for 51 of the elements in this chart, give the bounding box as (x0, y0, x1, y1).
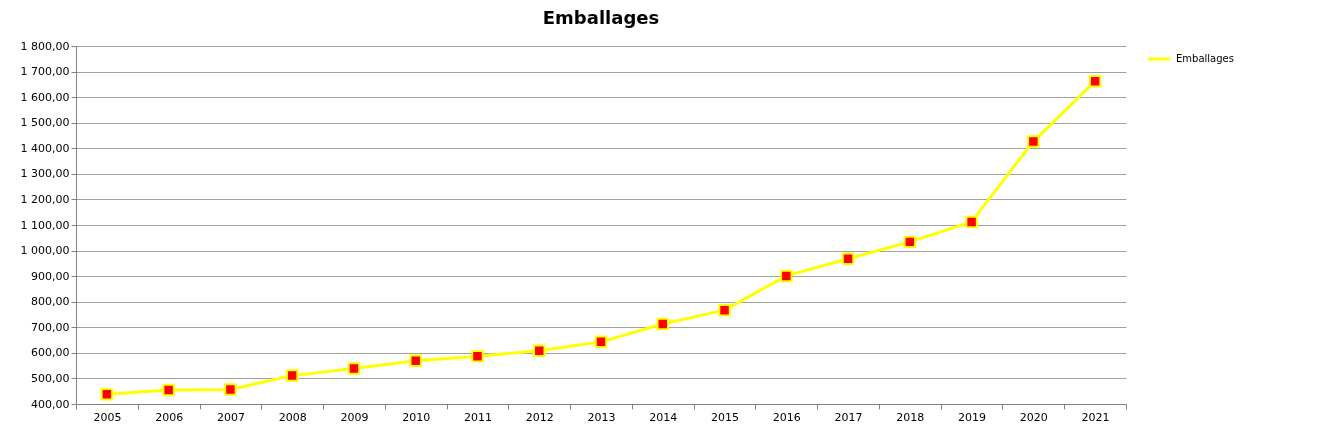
x-tick-label: 2017 (834, 410, 863, 424)
y-tick-label: 1 700,00 (20, 65, 70, 79)
point (285, 369, 299, 382)
y-tick-label: 700,00 (31, 320, 70, 334)
point (162, 383, 175, 397)
y-tick-label: 1 800,00 (20, 39, 70, 53)
point (841, 252, 855, 265)
point (1027, 135, 1040, 148)
y-tick-label: 400,00 (31, 397, 70, 411)
chart-title: Emballages (542, 7, 660, 28)
x-tick-label: 2015 (711, 410, 740, 424)
y-tick-label: 1 000,00 (20, 244, 70, 258)
x-tick-label: 2018 (896, 410, 925, 424)
y-tick-label: 1 200,00 (20, 192, 70, 206)
point (1088, 75, 1102, 88)
x-tick-label: 2008 (278, 410, 307, 424)
y-tick-label: 1 300,00 (20, 167, 70, 181)
point (347, 362, 361, 375)
y-tick-label: 1 500,00 (20, 116, 70, 130)
point (903, 235, 917, 249)
y-tick-label: 1 100,00 (20, 218, 70, 232)
x-tick-label: 2011 (463, 410, 492, 424)
x-tick-label: 2013 (587, 410, 616, 424)
point (718, 303, 731, 317)
x-tick-label: 2007 (216, 410, 245, 424)
x-tick-label: 2006 (155, 410, 184, 424)
x-tick-label: 2009 (340, 410, 369, 424)
point (594, 335, 608, 349)
x-tick-label: 2014 (649, 410, 678, 424)
x-tick-label: 2005 (93, 410, 122, 424)
x-tick-label: 2019 (958, 410, 987, 424)
point (224, 383, 237, 396)
x-tick-label: 2012 (525, 410, 554, 424)
point (965, 215, 978, 229)
y-tick-label: 1 400,00 (20, 141, 70, 155)
x-tick-label: 2016 (772, 410, 801, 424)
point (780, 269, 793, 283)
x-tick-label: 2010 (402, 410, 431, 424)
legend-label: Emballages (1176, 53, 1234, 64)
point (656, 317, 670, 331)
y-tick-label: 500,00 (31, 371, 70, 385)
x-tick-label: 2020 (1019, 410, 1048, 424)
x-tick-label: 2021 (1081, 410, 1110, 424)
point (532, 344, 546, 358)
y-tick-label: 1 600,00 (20, 90, 70, 104)
point (471, 349, 484, 363)
point (409, 354, 422, 368)
y-tick-label: 800,00 (31, 295, 70, 309)
point (100, 388, 114, 401)
y-tick-label: 600,00 (31, 346, 70, 360)
y-tick-label: 900,00 (31, 269, 70, 283)
